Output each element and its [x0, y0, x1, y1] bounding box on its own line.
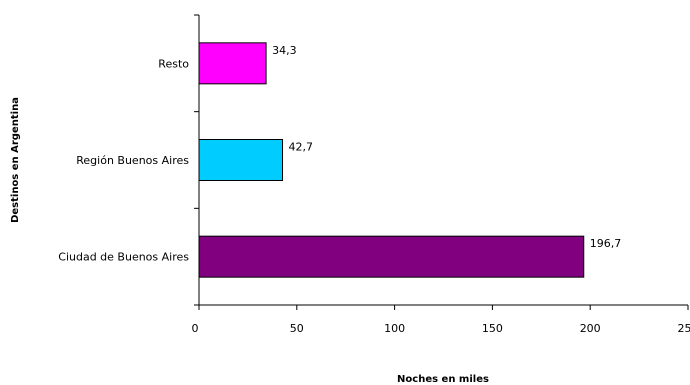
bar-3: [198, 235, 585, 278]
x-axis-title: Noches en miles: [397, 374, 489, 385]
x-tick-labels-group: 0 50 100 150 200 250: [192, 322, 690, 335]
x-tick-label-250: 250: [678, 322, 690, 335]
data-label-3: 196,7: [590, 237, 622, 250]
category-label-3: Ciudad de Buenos Aires: [58, 251, 189, 264]
bar-2: [198, 139, 284, 181]
x-tick-label-150: 150: [482, 322, 503, 335]
x-tick-label-200: 200: [580, 322, 601, 335]
axes-group: [194, 14, 689, 310]
category-label-1: Resto: [158, 57, 189, 70]
x-tick-label-50: 50: [290, 322, 304, 335]
x-tick-label-0: 0: [192, 322, 199, 335]
data-label-1: 34,3: [272, 44, 297, 57]
x-tick-label-100: 100: [384, 322, 405, 335]
category-labels-group: Resto Región Buenos Aires Ciudad de Buenos…: [58, 57, 189, 263]
y-axis-title: Destinos en Argentina: [10, 97, 21, 223]
bars-group: [198, 42, 585, 278]
bar-1: [198, 42, 267, 85]
data-label-2: 42,7: [289, 141, 314, 154]
category-label-2: Región Buenos Aires: [76, 154, 189, 167]
data-labels-group: 34,3 42,7 196,7: [272, 44, 621, 250]
